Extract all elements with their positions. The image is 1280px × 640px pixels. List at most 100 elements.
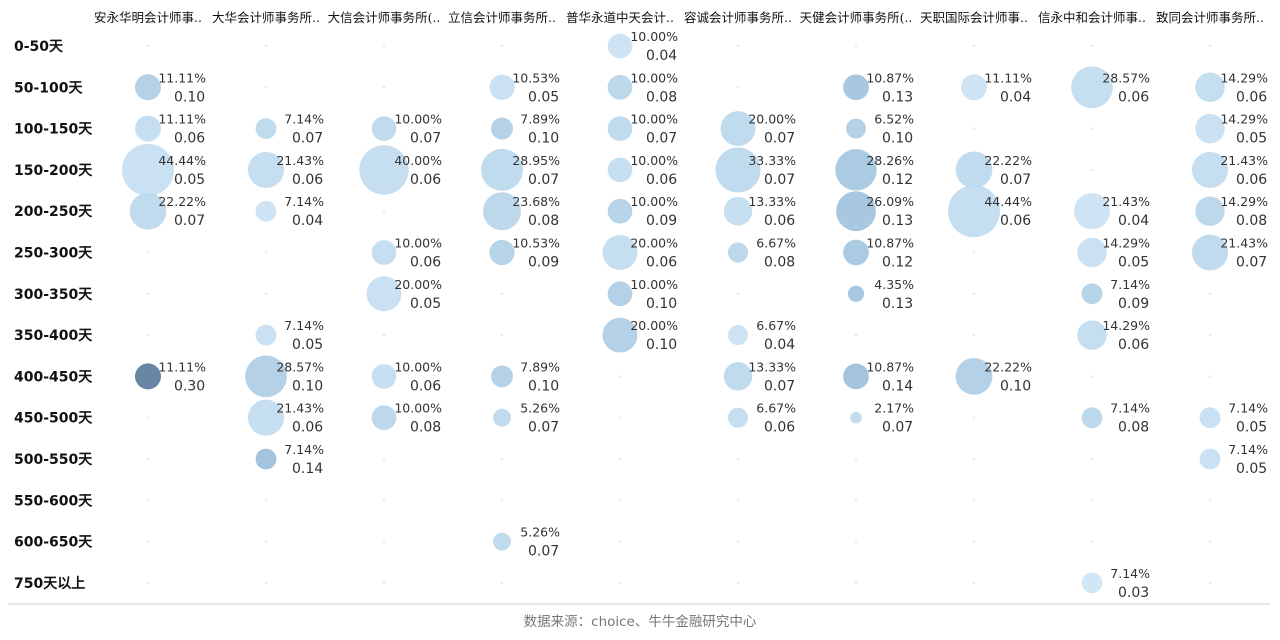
empty-cell-dot [1208, 540, 1212, 543]
bubble-value-label: 0.10 [528, 131, 559, 147]
bubble-value-label: 0.10 [528, 378, 559, 394]
empty-cell-dot [1090, 540, 1094, 543]
bubble-percent-label: 28.26% [866, 153, 914, 168]
empty-cell-dot [1090, 127, 1094, 130]
empty-cell-dot [972, 416, 976, 419]
bubble-percent-label: 7.14% [1110, 566, 1150, 581]
row-headers: 0-50天 50-100天 100-150天 150-200天 200-250天 250-… [14, 39, 93, 592]
empty-cell-dot [854, 334, 858, 337]
bubble [135, 363, 161, 390]
empty-cell-dot [1090, 457, 1094, 461]
empty-cell-dot [146, 581, 150, 585]
empty-cell-dot [736, 581, 740, 585]
column-header: 大华会计师事务所.. [212, 10, 320, 25]
bubble-percent-label: 44.44% [984, 194, 1032, 209]
data-source-footer: 数据来源：choice、牛牛金融研究中心 [524, 614, 757, 630]
bubble [1071, 66, 1113, 109]
empty-cell-dot [736, 86, 740, 89]
bubble [245, 355, 287, 398]
bubble [607, 74, 633, 100]
bubble-value-label: 0.08 [528, 213, 559, 229]
bubble-percent-label: 14.29% [1220, 194, 1268, 209]
bubble-value-label: 0.06 [1118, 89, 1149, 105]
column-header: 信永中和会计师事.. [1038, 10, 1146, 25]
bubble-labels: 11.11% 0.10 11.11% 0.06 44.44% 0.05 22.22% 0.07… [158, 29, 1268, 601]
bubble-value-label: 0.07 [882, 420, 913, 436]
empty-cell-dot [146, 416, 150, 419]
column-header: 天健会计师事务所(.. [800, 10, 913, 25]
bubble-value-label: 0.12 [882, 172, 913, 188]
bubble [483, 192, 521, 231]
bubble-value-label: 0.14 [882, 378, 913, 394]
bubble [135, 115, 161, 142]
bubble-percent-label: 21.43% [1102, 194, 1150, 209]
bubble [843, 363, 869, 390]
bubble-value-label: 0.13 [882, 89, 913, 105]
bubble-value-label: 0.07 [528, 172, 559, 188]
column-header: 容诚会计师事务所.. [684, 10, 792, 25]
bubble-percent-label: 6.52% [874, 112, 914, 127]
bubble-value-label: 0.08 [410, 420, 441, 436]
bubble-value-label: 0.04 [1118, 213, 1149, 229]
bubble-percent-label: 10.00% [394, 112, 442, 127]
empty-cell-dot [618, 375, 622, 378]
empty-cell-dot [972, 457, 976, 461]
empty-cell-dot [264, 540, 268, 543]
bubble-value-label: 0.04 [646, 48, 677, 64]
bubble-value-label: 0.06 [1118, 337, 1149, 353]
bubble-value-label: 0.09 [528, 255, 559, 271]
bubble-value-label: 0.30 [174, 378, 205, 394]
bubble-percent-label: 6.67% [756, 318, 796, 333]
empty-cell-dot [382, 210, 386, 213]
bubble [135, 74, 161, 101]
bubble-percent-label: 10.53% [512, 236, 560, 251]
bubble-percent-label: 10.00% [630, 194, 678, 209]
empty-cell-dot [972, 251, 976, 254]
bubble-value-label: 0.06 [410, 172, 441, 188]
empty-cell-dot [382, 86, 386, 89]
bubble-value-label: 0.07 [646, 131, 677, 147]
row-header: 750天以上 [14, 576, 85, 592]
bubble-percent-label: 28.57% [1102, 70, 1150, 85]
bubble [727, 242, 749, 263]
bubble [723, 196, 753, 226]
empty-cell-dot [382, 44, 386, 48]
bubble [247, 399, 285, 436]
bubble-value-label: 0.04 [292, 213, 323, 229]
empty-cell-dot [264, 44, 268, 48]
bubbles [122, 33, 1229, 594]
empty-cell-dot [972, 292, 976, 295]
bubble [1195, 72, 1225, 103]
empty-cell-dot [382, 334, 386, 337]
bubble-value-label: 0.04 [1000, 89, 1031, 105]
bubble-percent-label: 7.14% [284, 318, 324, 333]
bubble-value-label: 0.07 [528, 544, 559, 560]
row-header: 250-300天 [14, 246, 93, 262]
bubble-value-label: 0.07 [174, 213, 205, 229]
bubble-percent-label: 10.00% [630, 277, 678, 292]
empty-cell-dot [264, 499, 268, 502]
row-header: 0-50天 [14, 39, 64, 55]
bubble-value-label: 0.13 [882, 296, 913, 312]
empty-cell-dot [1208, 292, 1212, 295]
bubble-percent-label: 10.87% [866, 70, 914, 85]
bubble [255, 118, 277, 140]
column-header: 天职国际会计师事.. [920, 10, 1028, 25]
empty-cell-dot [146, 292, 150, 295]
bubble-percent-label: 44.44% [158, 153, 206, 168]
bubble-value-label: 0.09 [646, 213, 677, 229]
empty-cell-dot [1090, 499, 1094, 502]
bubble-percent-label: 7.14% [284, 112, 324, 127]
row-header: 350-400天 [14, 328, 93, 344]
bubble [602, 317, 638, 353]
bubble [1081, 572, 1103, 594]
bubble-value-label: 0.07 [1236, 255, 1267, 271]
bubble-value-label: 0.07 [764, 172, 795, 188]
bubble [122, 143, 174, 196]
empty-cell-dot [854, 457, 858, 461]
bubble-percent-label: 11.11% [158, 70, 206, 85]
column-headers: 安永华明会计师事.. 大华会计师事务所.. 大信会计师事务所(.. 立信会计师事务所.… [94, 10, 1264, 25]
bubble-percent-label: 10.00% [630, 29, 678, 44]
bubble-value-label: 0.06 [764, 420, 795, 436]
bubble-value-label: 0.10 [646, 296, 677, 312]
